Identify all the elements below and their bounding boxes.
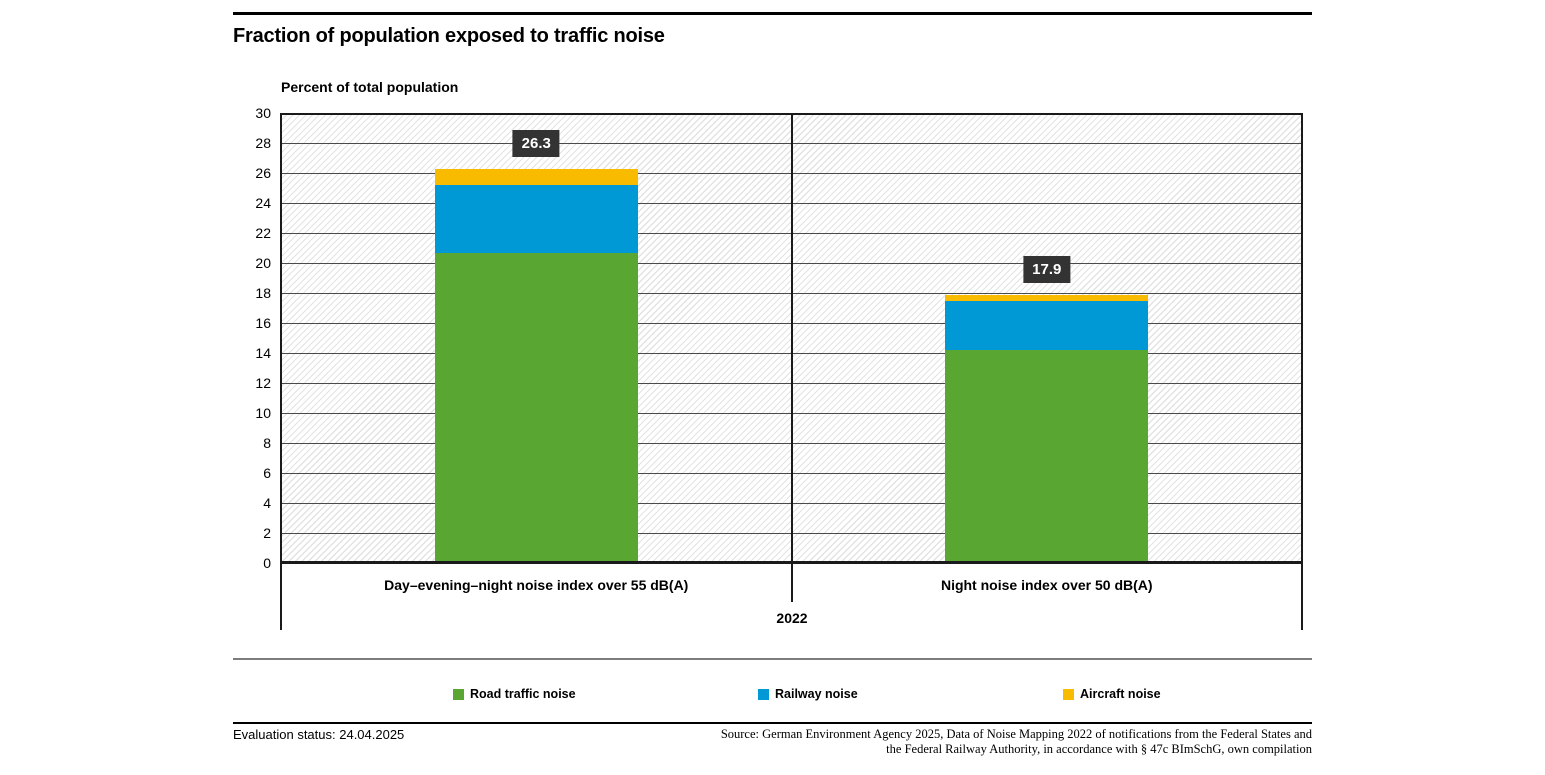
bar-total-label: 26.3: [512, 129, 560, 157]
legend-label: Road traffic noise: [470, 687, 576, 701]
y-axis-tick-label: 16: [255, 315, 271, 331]
y-axis-line: [280, 113, 282, 630]
y-axis-tick-label: 20: [255, 255, 271, 271]
y-axis-tick-label: 2: [263, 525, 271, 541]
y-axis-tick-label: 10: [255, 405, 271, 421]
evaluation-status-text: Evaluation status: 24.04.2025: [233, 727, 405, 742]
source-text: Source: German Environment Agency 2025, …: [692, 727, 1312, 757]
category-label: Day–evening–night noise index over 55 dB…: [384, 577, 689, 593]
bar-segment-aircraft-noise: [434, 168, 638, 185]
y-axis-tick-label: 4: [263, 495, 271, 511]
source-line-1: Source: German Environment Agency 2025, …: [720, 727, 1312, 741]
y-axis-tick-label: 28: [255, 135, 271, 151]
x-axis-line: [281, 561, 1302, 564]
legend: Road traffic noise Railway noise Aircraft …: [233, 684, 1312, 704]
y-axis-tick-label: 0: [263, 555, 271, 571]
y-axis-title: Percent of total population: [281, 79, 459, 95]
y-axis-tick-label: 26: [255, 165, 271, 181]
plot-right-border-line: [1301, 113, 1303, 630]
footer-divider-rule: [233, 722, 1312, 724]
bar-segment-road-traffic-noise: [945, 350, 1149, 563]
bar-segment-railway-noise: [945, 300, 1149, 350]
y-axis-tick-label: 8: [263, 435, 271, 451]
source-line-2: the Federal Railway Authority, in accord…: [886, 742, 1312, 756]
legend-item-road-traffic-noise: Road traffic noise: [453, 684, 576, 704]
y-axis-tick-label: 14: [255, 345, 271, 361]
legend-item-railway-noise: Railway noise: [758, 684, 858, 704]
category-divider-line: [790, 113, 793, 602]
legend-item-aircraft-noise: Aircraft noise: [1063, 684, 1161, 704]
y-axis-tick-label: 6: [263, 465, 271, 481]
y-axis-tick-label: 30: [255, 105, 271, 121]
legend-swatch-icon: [1063, 688, 1074, 700]
legend-swatch-icon: [758, 688, 769, 700]
top-divider-rule: [233, 12, 1312, 15]
legend-label: Aircraft noise: [1080, 687, 1161, 701]
category-label: Night noise index over 50 dB(A): [940, 577, 1153, 593]
legend-divider-rule: [233, 658, 1312, 660]
bar-segment-road-traffic-noise: [434, 252, 638, 563]
bar-total-label: 17.9: [1023, 255, 1071, 283]
page-title: Fraction of population exposed to traffi…: [233, 25, 665, 47]
y-axis-tick-label: 18: [255, 285, 271, 301]
bar-segment-railway-noise: [434, 185, 638, 253]
plot-area: 0 2 4 6 8 10 12 14 16 18 20 22 24 26 28 30 26.3 Day–eveni…: [255, 105, 1302, 602]
legend-label: Railway noise: [775, 687, 858, 701]
x-axis-group-label: 2022: [776, 610, 808, 626]
bar-segment-aircraft-noise: [945, 294, 1149, 301]
y-axis-tick-label: 12: [255, 375, 271, 391]
legend-swatch-icon: [453, 688, 464, 700]
y-axis-tick-label: 22: [255, 225, 271, 241]
y-axis-tick-label: 24: [255, 195, 271, 211]
